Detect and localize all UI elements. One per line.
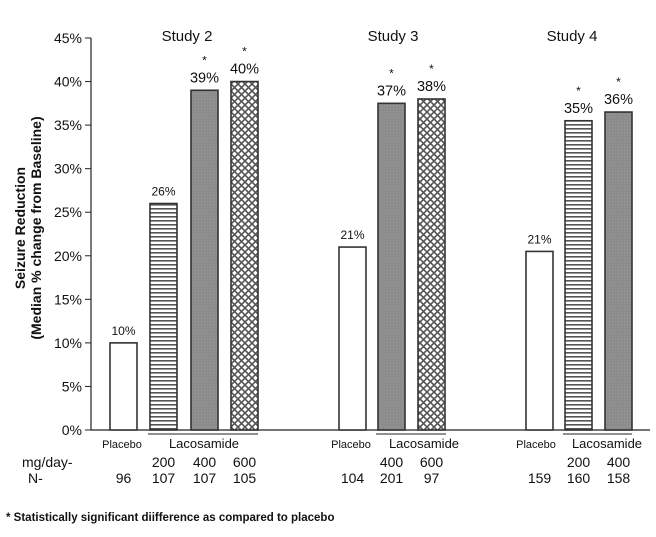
row-label-dose: mg/day-	[22, 454, 73, 470]
n-label: 97	[424, 470, 440, 486]
lacosamide-label: Lacosamide	[572, 436, 642, 451]
y-axis-title-line2: (Median % change from Baseline)	[28, 116, 44, 339]
significance-star: *	[389, 66, 394, 80]
y-tick-label: 0%	[62, 422, 82, 438]
dose-label: 600	[233, 454, 257, 470]
footnote: * Statistically significant diifference …	[6, 512, 335, 524]
dose-label: 200	[567, 454, 591, 470]
n-label: 107	[193, 470, 217, 486]
y-axis-title-line1: Seizure Reduction	[12, 167, 28, 289]
bar-value-label: 40%	[230, 62, 259, 78]
y-axis-title: Seizure Reduction (Median % change from …	[12, 116, 44, 339]
bar-groups: Study 210%9626%20010739%*40010740%*60010…	[102, 28, 642, 486]
dose-label: 400	[380, 454, 404, 470]
y-tick-label: 15%	[54, 291, 82, 307]
bar	[604, 111, 633, 431]
bar-value-label: 21%	[527, 232, 551, 246]
bar	[564, 119, 593, 431]
lacosamide-label: Lacosamide	[169, 436, 239, 451]
dose-label: 200	[152, 454, 176, 470]
study-title: Study 2	[162, 28, 213, 45]
placebo-label: Placebo	[102, 439, 142, 451]
bar-value-label: 10%	[111, 324, 135, 338]
lacosamide-label: Lacosamide	[389, 436, 459, 451]
dose-label: 400	[607, 454, 631, 470]
y-tick-label: 35%	[54, 117, 82, 133]
significance-star: *	[429, 62, 434, 76]
y-tick-label: 45%	[54, 30, 82, 46]
y-axis-ticks: 0% 5% 10% 15% 20% 25% 30% 35% 40% 45%	[54, 30, 91, 438]
bar-value-label: 21%	[340, 228, 364, 242]
placebo-label: Placebo	[516, 439, 556, 451]
n-label: 201	[380, 470, 404, 486]
significance-star: *	[242, 45, 247, 59]
n-label: 107	[152, 470, 176, 486]
bar	[149, 202, 178, 431]
y-tick-label: 30%	[54, 161, 82, 177]
bar-value-label: 37%	[377, 83, 406, 99]
y-tick-label: 25%	[54, 204, 82, 220]
n-label: 96	[116, 470, 132, 486]
n-label: 160	[567, 470, 591, 486]
dose-label: 600	[420, 454, 444, 470]
bar	[230, 80, 259, 431]
bar-value-label: 26%	[151, 185, 175, 199]
significance-star: *	[202, 53, 207, 67]
bar	[377, 102, 406, 431]
row-label-n: N-	[28, 470, 43, 486]
bar-value-label: 38%	[417, 79, 446, 95]
bar	[338, 246, 367, 431]
placebo-label: Placebo	[331, 439, 371, 451]
bar	[417, 98, 446, 431]
chart: Seizure Reduction (Median % change from …	[12, 28, 650, 486]
study-title: Study 3	[368, 28, 419, 45]
n-label: 105	[233, 470, 257, 486]
bar-value-label: 39%	[190, 70, 219, 86]
dose-label: 400	[193, 454, 217, 470]
n-label: 158	[607, 470, 631, 486]
n-label: 104	[341, 470, 365, 486]
bar	[525, 250, 554, 431]
n-label: 159	[528, 470, 552, 486]
y-tick-label: 10%	[54, 335, 82, 351]
y-tick-label: 40%	[54, 74, 82, 90]
bar-value-label: 36%	[604, 92, 633, 108]
study-group: Study 210%9626%20010739%*40010740%*60010…	[102, 28, 259, 486]
significance-star: *	[576, 84, 581, 98]
significance-star: *	[616, 75, 621, 89]
study-title: Study 4	[547, 28, 598, 45]
y-tick-label: 20%	[54, 248, 82, 264]
bar	[109, 342, 138, 431]
bar	[190, 89, 219, 431]
bar-value-label: 35%	[564, 101, 593, 117]
y-tick-label: 5%	[62, 378, 82, 394]
